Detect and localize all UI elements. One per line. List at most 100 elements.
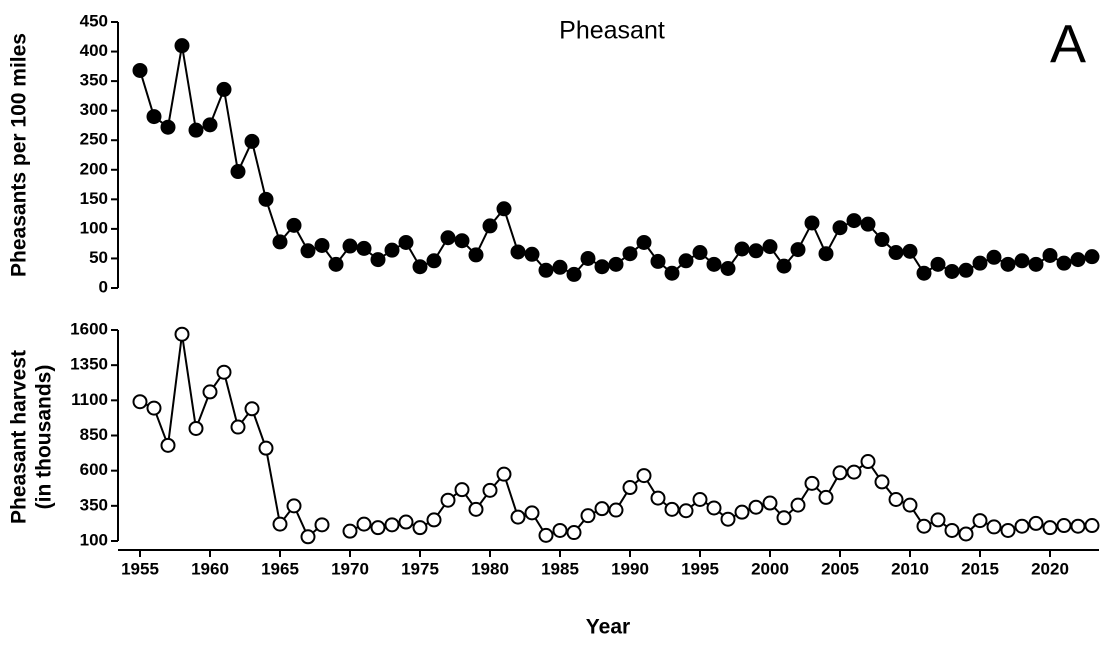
marker <box>916 518 932 534</box>
x-tick-label: 1985 <box>541 559 579 578</box>
marker <box>622 246 638 262</box>
x-axis-label: Year <box>586 616 630 639</box>
marker <box>762 239 778 255</box>
marker <box>650 490 666 506</box>
marker <box>1084 249 1100 265</box>
y-axis-label: (in thousands) <box>33 365 56 510</box>
x-tick-label: 2015 <box>961 559 999 578</box>
x-tick-label: 1955 <box>121 559 159 578</box>
marker <box>412 259 428 275</box>
y-tick-label: 200 <box>80 159 108 178</box>
marker <box>1000 256 1016 272</box>
marker <box>986 249 1002 265</box>
marker <box>356 240 372 256</box>
marker <box>1014 518 1030 534</box>
y-tick-label: 450 <box>80 11 108 30</box>
marker <box>538 262 554 278</box>
y-tick-label: 350 <box>80 71 108 90</box>
marker <box>412 520 428 536</box>
marker <box>818 246 834 262</box>
marker <box>720 260 736 276</box>
marker <box>818 489 834 505</box>
marker <box>706 256 722 272</box>
marker <box>454 482 470 498</box>
marker <box>594 501 610 517</box>
y-tick-label: 100 <box>80 530 108 549</box>
marker <box>608 256 624 272</box>
marker <box>692 245 708 261</box>
marker <box>846 213 862 229</box>
marker <box>510 244 526 260</box>
marker <box>874 232 890 248</box>
marker <box>720 511 736 527</box>
marker <box>580 250 596 266</box>
marker <box>174 326 190 342</box>
marker <box>286 217 302 233</box>
y-tick-label: 100 <box>80 218 108 237</box>
marker <box>622 480 638 496</box>
marker <box>986 519 1002 535</box>
marker <box>734 241 750 257</box>
y-tick-label: 300 <box>80 100 108 119</box>
marker <box>552 259 568 275</box>
marker <box>342 238 358 254</box>
marker <box>664 265 680 281</box>
marker <box>524 246 540 262</box>
marker <box>244 401 260 417</box>
y-tick-label: 1350 <box>70 355 108 374</box>
x-tick-label: 2010 <box>891 559 929 578</box>
marker <box>944 522 960 538</box>
marker <box>958 262 974 278</box>
marker <box>776 258 792 274</box>
marker <box>174 38 190 54</box>
marker <box>972 255 988 271</box>
marker <box>874 474 890 490</box>
y-tick-label: 150 <box>80 189 108 208</box>
marker <box>202 384 218 400</box>
marker <box>328 256 344 272</box>
marker <box>272 516 288 532</box>
marker <box>972 513 988 529</box>
marker <box>356 516 372 532</box>
marker <box>706 500 722 516</box>
marker <box>1014 253 1030 269</box>
marker <box>748 243 764 259</box>
marker <box>160 437 176 453</box>
marker <box>552 522 568 538</box>
marker <box>496 201 512 217</box>
marker <box>832 220 848 236</box>
y-tick-label: 350 <box>80 495 108 514</box>
marker <box>160 119 176 135</box>
marker <box>1042 247 1058 263</box>
marker <box>664 501 680 517</box>
marker <box>650 253 666 269</box>
marker <box>258 191 274 207</box>
marker <box>454 233 470 249</box>
marker <box>384 517 400 533</box>
marker <box>930 256 946 272</box>
marker <box>440 492 456 508</box>
marker <box>146 400 162 416</box>
marker <box>1070 518 1086 534</box>
marker <box>832 465 848 481</box>
marker <box>1042 520 1058 536</box>
x-tick-label: 1980 <box>471 559 509 578</box>
x-tick-label: 1975 <box>401 559 439 578</box>
marker <box>314 237 330 253</box>
marker <box>398 234 414 250</box>
marker <box>314 517 330 533</box>
marker <box>1056 255 1072 271</box>
marker <box>734 504 750 520</box>
marker <box>692 492 708 508</box>
marker <box>398 514 414 530</box>
marker <box>678 253 694 269</box>
marker <box>804 215 820 231</box>
marker <box>902 243 918 259</box>
marker <box>580 508 596 524</box>
marker <box>272 234 288 250</box>
y-tick-label: 1100 <box>71 390 108 409</box>
marker <box>860 216 876 232</box>
marker <box>370 520 386 536</box>
marker <box>608 502 624 518</box>
